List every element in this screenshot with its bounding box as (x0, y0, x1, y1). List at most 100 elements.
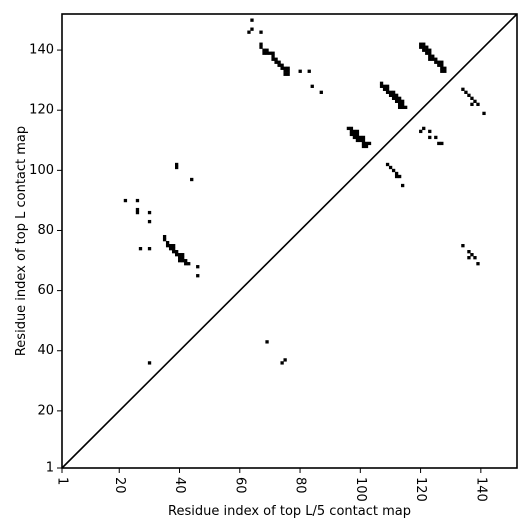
contact-point (352, 132, 357, 137)
contact-point (419, 45, 423, 49)
contact-point (379, 84, 384, 88)
contact-point (437, 141, 441, 146)
contact-point (184, 259, 188, 263)
contact-point (165, 241, 170, 245)
contact-point (175, 162, 179, 167)
contact-point (352, 135, 357, 140)
contact-point (428, 48, 432, 52)
contact-point (262, 48, 266, 52)
contact-point (364, 141, 369, 146)
contact-point (247, 30, 251, 34)
contact-point (388, 165, 393, 170)
contact-point (352, 129, 357, 134)
contact-point (367, 141, 372, 146)
contact-point (443, 69, 447, 73)
contact-point (147, 219, 152, 224)
contact-point (382, 84, 387, 88)
contact-point (443, 66, 447, 70)
contact-point (428, 135, 432, 140)
contact-point (259, 30, 263, 34)
contact-point (286, 72, 290, 76)
contact-point (361, 138, 366, 143)
contact-point (431, 57, 435, 61)
contact-point (171, 250, 176, 254)
contact-point (391, 96, 396, 100)
contact-point (422, 126, 426, 131)
contact-point (162, 234, 167, 239)
x-tick-label: 80 (293, 477, 308, 494)
contact-point (147, 361, 152, 365)
y-axis-label: Residue index of top L contact map (14, 126, 29, 356)
contact-point (428, 129, 432, 134)
contact-point (178, 256, 182, 260)
contact-point (437, 60, 441, 64)
contact-point (425, 45, 429, 49)
contact-point (175, 250, 179, 254)
contact-point (262, 51, 266, 55)
contact-point (184, 262, 188, 266)
contact-point (171, 244, 176, 248)
contact-point (196, 274, 200, 278)
contact-point (346, 126, 351, 131)
contact-point (467, 93, 471, 97)
contact-point (187, 262, 191, 266)
contact-point (259, 45, 263, 49)
contact-point (361, 144, 366, 149)
contact-point (434, 135, 438, 140)
contact-point (419, 129, 423, 134)
contact-point (394, 174, 399, 179)
x-axis: 1 20 40 60 80 100 120 140 (55, 468, 488, 502)
y-tick-label: 80 (37, 223, 54, 238)
contact-point (470, 96, 474, 100)
y-tick-label: 120 (29, 103, 54, 118)
contact-point (482, 111, 486, 116)
contact-point (265, 48, 269, 52)
contact-point (286, 69, 290, 73)
contact-point (382, 87, 387, 91)
contact-point (283, 72, 287, 76)
contact-point (135, 210, 140, 215)
contact-point (391, 90, 396, 94)
contact-point (358, 138, 363, 143)
contact-point (397, 99, 402, 103)
y-tick-label: 40 (37, 343, 54, 358)
contact-point (349, 132, 354, 137)
contact-point (379, 81, 384, 85)
contact-point (265, 51, 269, 55)
contact-point (147, 210, 152, 215)
contact-point (165, 244, 170, 248)
contact-point (467, 250, 471, 254)
contact-point (138, 247, 143, 251)
contact-point (400, 105, 405, 110)
contact-point (265, 340, 269, 344)
y-tick-label: 100 (29, 163, 54, 178)
contact-point (440, 141, 444, 146)
y-tick-label: 20 (37, 403, 54, 418)
contact-point (464, 90, 468, 94)
contact-point (168, 244, 173, 248)
contact-point (473, 256, 477, 260)
contact-point (397, 105, 402, 110)
contact-point (431, 54, 435, 58)
contact-point (394, 171, 399, 176)
contact-point (349, 126, 354, 131)
contact-point (425, 48, 429, 52)
contact-point (428, 54, 432, 58)
contact-point (400, 183, 405, 188)
contact-point (168, 247, 173, 251)
plot-area (61, 13, 518, 469)
contact-point (268, 51, 272, 55)
x-tick-label: 60 (232, 477, 247, 494)
contact-point (476, 102, 480, 107)
points-group (123, 18, 486, 365)
contact-point (361, 135, 366, 140)
contact-point (419, 42, 423, 46)
contact-point (461, 244, 465, 248)
contact-point (422, 42, 426, 46)
contact-point (437, 63, 441, 67)
x-tick-label: 1 (55, 477, 70, 485)
contact-point (440, 60, 444, 64)
contact-point (298, 69, 302, 73)
contact-point (135, 207, 140, 212)
